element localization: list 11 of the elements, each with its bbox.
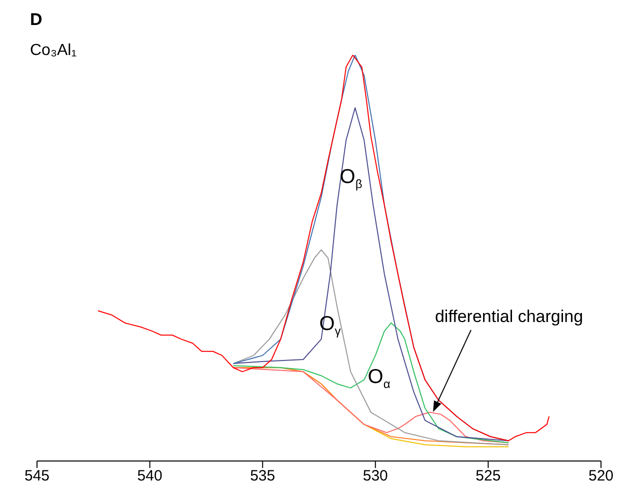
annotation: O$_{α}$ [368, 366, 390, 391]
x-tick-label: 525 [476, 468, 501, 485]
chart-title: D [30, 10, 42, 30]
x-tick-label: 535 [250, 468, 276, 485]
annotation: O$_{β}$ [340, 166, 362, 191]
x-tick-label: 545 [24, 468, 50, 485]
x-tick-label: 520 [588, 468, 614, 485]
x-tick-label: 540 [137, 468, 162, 485]
x-tick-label: 530 [362, 468, 388, 485]
chart-subtitle: Co₃Al₁ [30, 42, 77, 60]
annotation: differential charging [434, 307, 584, 326]
